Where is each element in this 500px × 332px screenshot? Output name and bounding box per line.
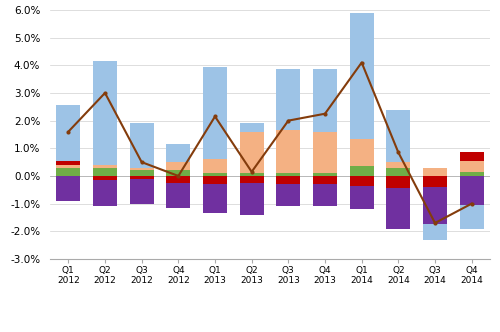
Bar: [240, 132, 264, 173]
Bar: [93, 165, 117, 168]
Bar: [386, 168, 410, 176]
Bar: [460, 152, 483, 161]
Bar: [240, 183, 264, 215]
Bar: [130, 170, 154, 176]
Bar: [460, 172, 483, 176]
Bar: [130, 168, 154, 170]
Bar: [313, 132, 337, 173]
Bar: [56, 106, 80, 161]
Bar: [56, 168, 80, 176]
Bar: [276, 184, 300, 207]
Bar: [166, 183, 190, 208]
Bar: [313, 184, 337, 207]
Bar: [203, 176, 227, 184]
Bar: [93, 168, 117, 176]
Bar: [350, 139, 374, 166]
Bar: [386, 162, 410, 168]
Bar: [203, 173, 227, 176]
Bar: [240, 173, 264, 176]
Bar: [240, 124, 264, 132]
Bar: [166, 176, 190, 183]
Bar: [130, 179, 154, 204]
Bar: [350, 13, 374, 139]
Bar: [56, 165, 80, 168]
Bar: [313, 69, 337, 132]
Bar: [56, 176, 80, 201]
Bar: [130, 176, 154, 179]
Bar: [423, 168, 447, 176]
Bar: [386, 110, 410, 162]
Bar: [240, 176, 264, 183]
Bar: [56, 161, 80, 165]
Bar: [93, 61, 117, 165]
Bar: [276, 130, 300, 173]
Bar: [460, 161, 483, 172]
Bar: [276, 173, 300, 176]
Bar: [386, 176, 410, 189]
Bar: [313, 176, 337, 184]
Bar: [203, 159, 227, 173]
Bar: [166, 170, 190, 176]
Bar: [350, 166, 374, 176]
Bar: [130, 124, 154, 168]
Bar: [460, 176, 483, 205]
Bar: [166, 162, 190, 170]
Bar: [203, 184, 227, 213]
Bar: [93, 176, 117, 180]
Bar: [386, 189, 410, 228]
Bar: [166, 144, 190, 162]
Bar: [93, 180, 117, 207]
Bar: [276, 176, 300, 184]
Bar: [350, 176, 374, 186]
Bar: [423, 176, 447, 187]
Bar: [460, 205, 483, 228]
Bar: [423, 224, 447, 240]
Bar: [423, 187, 447, 224]
Bar: [203, 67, 227, 159]
Bar: [350, 186, 374, 209]
Bar: [313, 173, 337, 176]
Bar: [276, 69, 300, 130]
